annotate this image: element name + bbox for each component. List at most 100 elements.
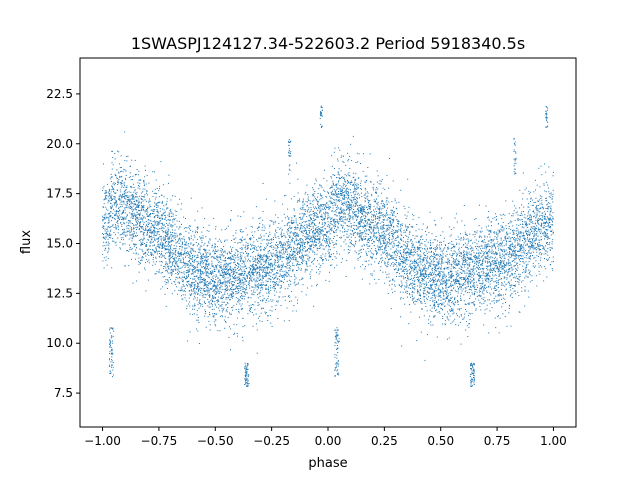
data-point (385, 245, 386, 247)
data-point (532, 204, 534, 206)
data-point (278, 237, 280, 239)
data-point (179, 234, 181, 236)
data-point (542, 219, 543, 221)
data-point (329, 242, 330, 244)
data-point (512, 260, 513, 262)
data-point (403, 249, 405, 251)
data-point (464, 224, 466, 226)
data-point (198, 251, 200, 253)
data-point (243, 239, 245, 241)
data-point (546, 258, 548, 260)
data-point (509, 305, 511, 307)
data-point (398, 273, 400, 275)
data-point (150, 240, 152, 242)
data-point (382, 205, 384, 207)
data-point (371, 275, 373, 277)
data-point (357, 259, 359, 261)
data-point (546, 230, 548, 232)
data-point (433, 276, 435, 278)
data-point (212, 285, 214, 287)
data-point (447, 261, 449, 263)
data-point (410, 254, 412, 255)
data-point (396, 248, 397, 250)
data-point (422, 279, 424, 280)
data-point (475, 289, 477, 290)
data-point (544, 258, 545, 259)
data-point (315, 178, 317, 180)
data-point (254, 283, 256, 285)
data-point (401, 225, 403, 227)
data-point (539, 252, 541, 253)
data-point (459, 295, 461, 297)
data-point (129, 246, 131, 248)
data-point (385, 253, 387, 255)
data-point (524, 290, 526, 292)
data-point (282, 296, 284, 298)
data-point (288, 228, 289, 230)
data-point (429, 300, 431, 302)
data-point (522, 237, 524, 239)
data-point (329, 207, 331, 209)
data-point (409, 230, 411, 232)
data-point (142, 225, 143, 227)
data-point (439, 267, 441, 269)
data-point (221, 291, 222, 293)
data-point (275, 276, 277, 278)
data-point (345, 213, 347, 215)
data-point (544, 238, 545, 240)
data-point (172, 269, 174, 271)
data-point (288, 217, 290, 219)
data-point (162, 255, 164, 257)
data-point (167, 265, 169, 267)
data-point (502, 253, 504, 255)
data-point (441, 308, 443, 310)
data-point (466, 292, 468, 294)
data-point (329, 188, 331, 189)
data-point (405, 231, 407, 233)
data-point (488, 211, 490, 212)
data-point (538, 211, 540, 212)
data-point (162, 201, 163, 203)
data-point (296, 234, 297, 236)
data-point (301, 291, 303, 293)
data-point (267, 262, 269, 264)
data-point (189, 284, 191, 286)
data-point (466, 277, 468, 279)
data-point (312, 236, 314, 238)
data-point (469, 276, 471, 278)
data-point (159, 208, 161, 210)
data-point (424, 249, 426, 251)
data-point (286, 267, 288, 269)
data-point (329, 195, 331, 197)
data-point (158, 231, 160, 233)
data-point (248, 258, 249, 260)
data-point (407, 275, 408, 277)
data-point (312, 221, 314, 223)
data-point (168, 265, 170, 267)
data-point (544, 163, 545, 165)
data-point (271, 301, 273, 303)
data-point (207, 316, 209, 318)
data-point (265, 246, 267, 248)
data-point (112, 183, 114, 185)
data-point (538, 199, 540, 201)
data-point (360, 255, 362, 257)
data-point (165, 223, 167, 224)
data-point (395, 250, 397, 252)
data-point (217, 280, 219, 282)
data-point (512, 285, 514, 286)
data-point (200, 261, 202, 263)
data-point (236, 291, 238, 293)
data-point (504, 257, 506, 259)
data-point (316, 249, 318, 251)
data-point (147, 232, 148, 233)
data-point (259, 320, 261, 322)
data-point (425, 262, 427, 264)
data-point (497, 282, 499, 284)
data-point (193, 278, 195, 280)
data-point (350, 189, 351, 191)
data-point (387, 241, 389, 243)
data-point (166, 234, 168, 236)
data-point (445, 284, 447, 286)
data-point (499, 231, 501, 233)
